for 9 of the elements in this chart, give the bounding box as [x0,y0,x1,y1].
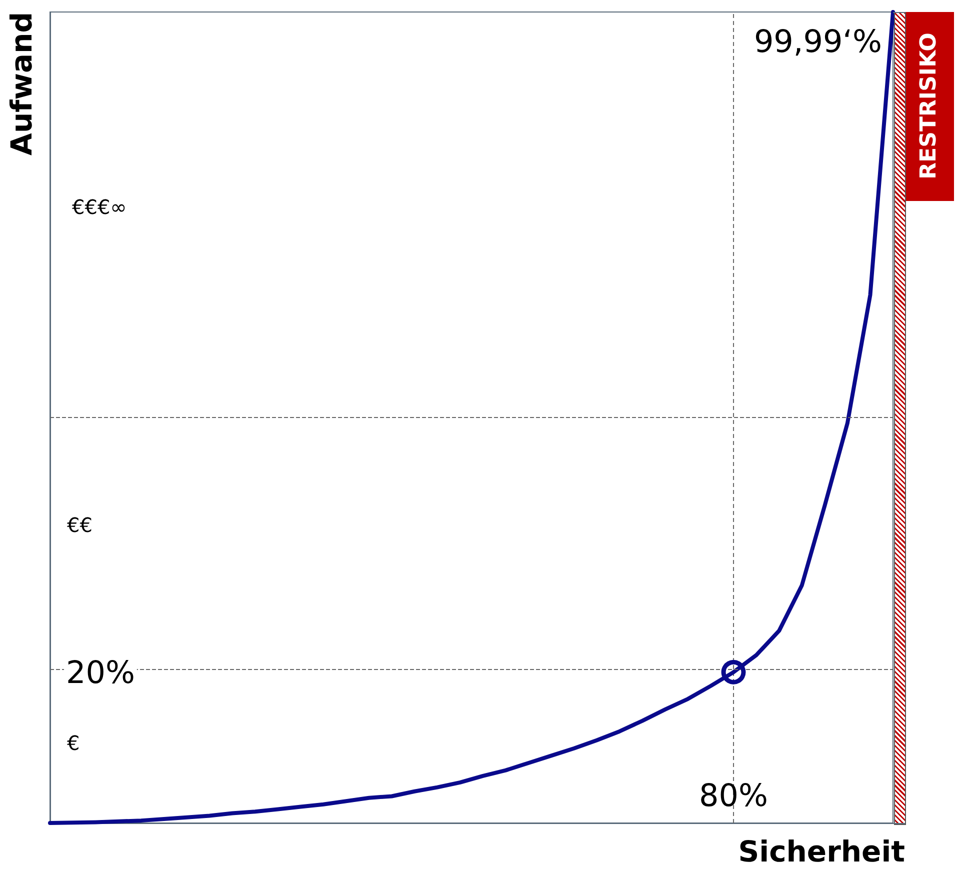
annotation: 80% [699,778,768,814]
y-axis-title: Aufwand [4,12,38,156]
annotation: €€€∞ [72,195,127,219]
annotation: €€ [67,513,92,537]
x-axis-title: Sicherheit [738,834,906,868]
annotation: 20% [66,655,135,691]
annotation: € [67,731,80,755]
annotation: 99,99‘% [754,24,882,60]
text: RESTRISIKO [916,32,942,180]
